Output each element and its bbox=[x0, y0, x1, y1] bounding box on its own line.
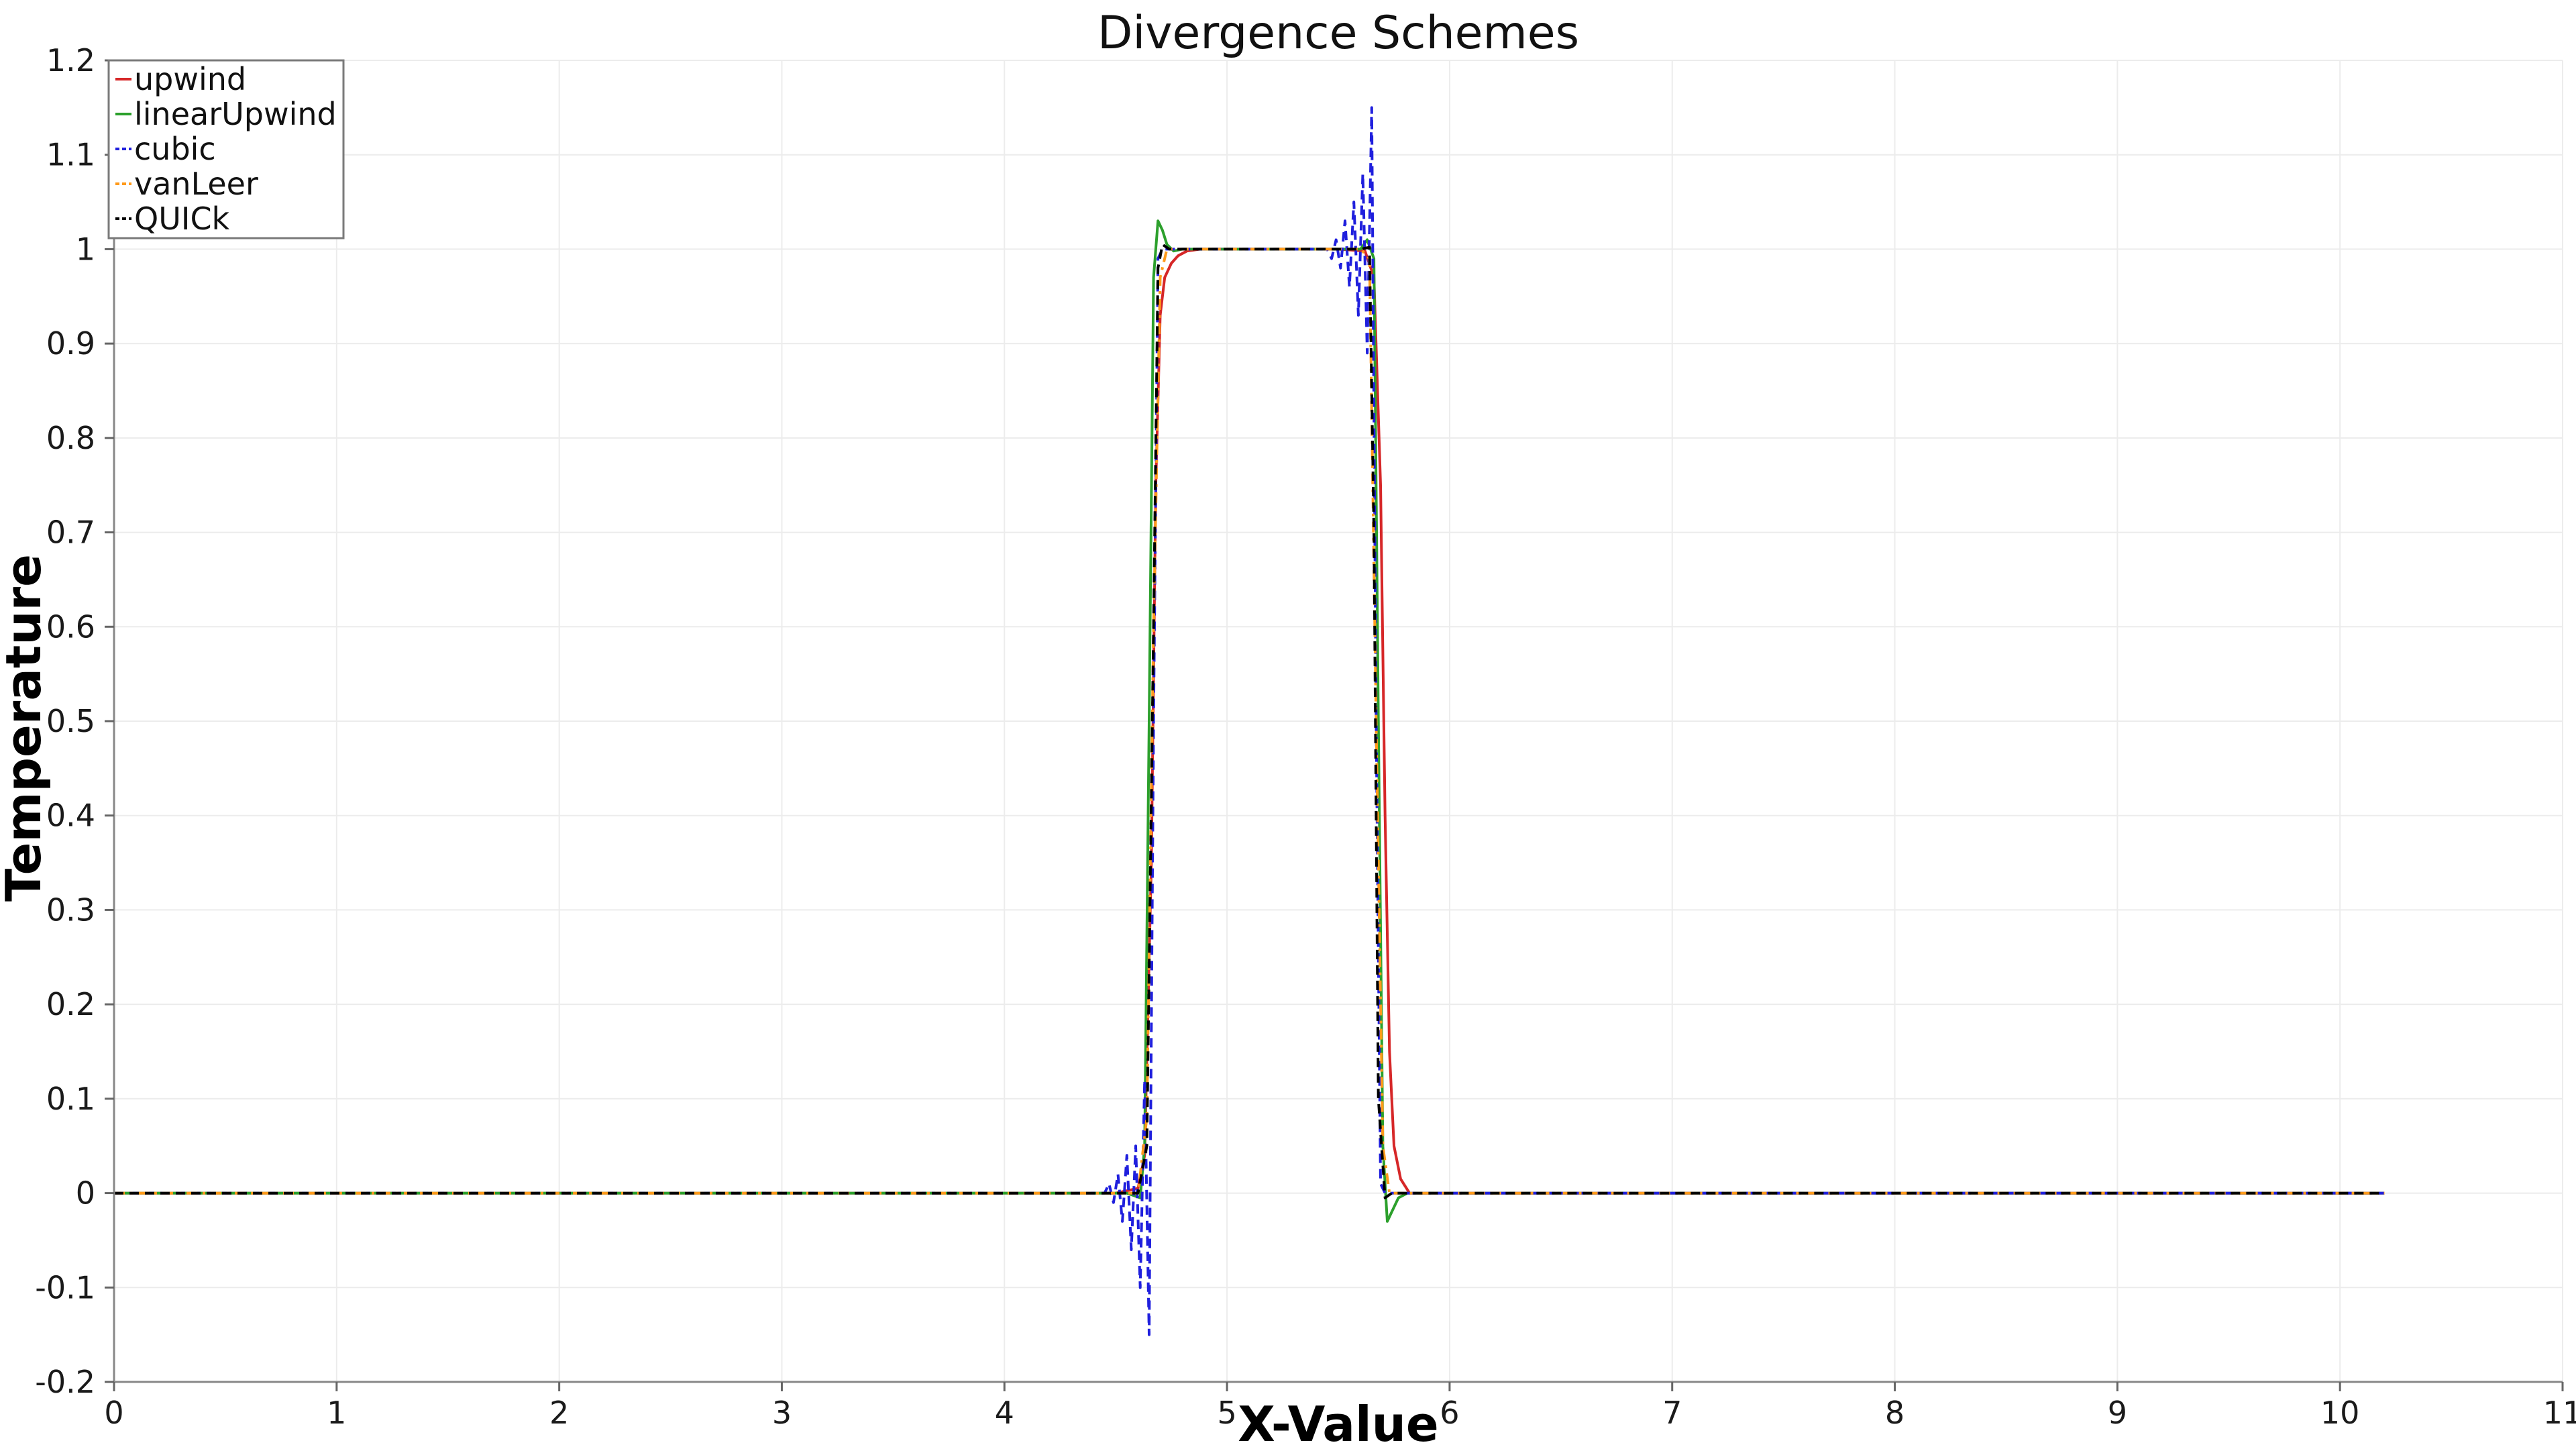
y-tick-label: 0.6 bbox=[46, 608, 95, 645]
legend-label: vanLeer bbox=[134, 166, 258, 202]
y-ticks: -0.2 -0.1 0 0.1 0.2 0.3 0.4 0.5 0.6 0.7 0.8 0.9 1 1.1… bbox=[35, 42, 114, 1400]
y-tick-label: 1 bbox=[76, 231, 95, 267]
y-tick-label: 0.5 bbox=[46, 703, 95, 739]
x-tick-label: 4 bbox=[995, 1395, 1014, 1431]
x-ticks: 0 1 2 3 4 5 6 7 8 9 10 11 bbox=[104, 1382, 2576, 1431]
x-tick-label: 8 bbox=[1885, 1395, 1904, 1431]
y-tick-label: 0.3 bbox=[46, 892, 95, 928]
x-tick-label: 6 bbox=[1440, 1395, 1459, 1431]
y-tick-label: 0.2 bbox=[46, 986, 95, 1022]
legend-label: cubic bbox=[134, 131, 216, 167]
legend-label: linearUpwind bbox=[134, 96, 337, 132]
x-tick-label: 10 bbox=[2320, 1395, 2360, 1431]
x-tick-label: 2 bbox=[549, 1395, 569, 1431]
y-tick-label: -0.1 bbox=[35, 1269, 95, 1305]
x-axis-title: X-Value bbox=[1238, 1396, 1438, 1449]
series-line-vanLeer bbox=[114, 248, 2385, 1195]
grid bbox=[113, 60, 2563, 1383]
x-tick-label: 5 bbox=[1217, 1395, 1236, 1431]
y-tick-label: 0.4 bbox=[46, 798, 95, 834]
x-tick-label: 3 bbox=[772, 1395, 792, 1431]
legend-label: QUICk bbox=[134, 201, 230, 237]
chart-title: Divergence Schemes bbox=[1097, 7, 1579, 60]
series-line-cubic bbox=[114, 106, 2385, 1336]
y-tick-label: 0.8 bbox=[46, 420, 95, 456]
series-layer bbox=[114, 106, 2385, 1336]
legend-label: upwind bbox=[134, 61, 246, 97]
series-line-QUICk bbox=[114, 243, 2385, 1199]
legend-box bbox=[107, 59, 345, 239]
x-tick-label: 1 bbox=[327, 1395, 346, 1431]
y-tick-label: 0.7 bbox=[46, 515, 95, 551]
y-tick-label: 0 bbox=[76, 1175, 95, 1212]
y-tick-label: 0.1 bbox=[46, 1081, 95, 1117]
y-tick-label: 0.9 bbox=[46, 325, 95, 362]
y-tick-label: 1.2 bbox=[46, 42, 95, 78]
x-tick-label: 9 bbox=[2108, 1395, 2127, 1431]
x-tick-label: 7 bbox=[1662, 1395, 1682, 1431]
y-axis-title: Temperature bbox=[0, 554, 52, 902]
x-tick-label: 11 bbox=[2543, 1395, 2576, 1431]
y-tick-label: 1.1 bbox=[46, 137, 95, 173]
x-tick-label: 0 bbox=[104, 1395, 123, 1431]
y-tick-label: -0.2 bbox=[35, 1364, 95, 1400]
